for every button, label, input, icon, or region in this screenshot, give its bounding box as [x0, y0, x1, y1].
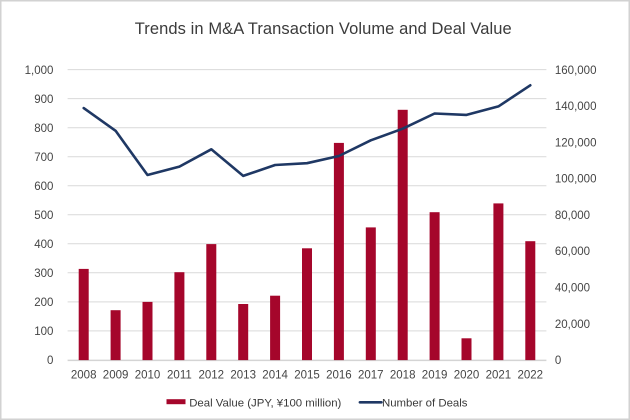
svg-text:0: 0 [47, 355, 53, 367]
svg-text:2009: 2009 [103, 369, 129, 381]
svg-text:2008: 2008 [71, 369, 97, 381]
svg-text:1,000: 1,000 [25, 65, 54, 77]
svg-text:80,000: 80,000 [555, 210, 590, 222]
svg-text:2019: 2019 [422, 369, 448, 381]
svg-text:100,000: 100,000 [555, 174, 597, 186]
svg-text:700: 700 [34, 152, 53, 164]
svg-text:2018: 2018 [390, 369, 416, 381]
svg-text:2022: 2022 [518, 369, 544, 381]
svg-text:100: 100 [34, 326, 53, 338]
svg-text:0: 0 [555, 355, 561, 367]
svg-text:140,000: 140,000 [555, 101, 597, 113]
svg-text:2014: 2014 [262, 369, 288, 381]
svg-text:120,000: 120,000 [555, 137, 597, 149]
svg-text:20,000: 20,000 [555, 319, 590, 331]
svg-text:600: 600 [34, 181, 53, 193]
svg-text:500: 500 [34, 210, 53, 222]
svg-text:Trends in M&A Transaction Volu: Trends in M&A Transaction Volume and Dea… [135, 20, 512, 38]
svg-text:200: 200 [34, 297, 53, 309]
svg-text:900: 900 [34, 94, 53, 106]
svg-text:2011: 2011 [167, 369, 192, 381]
svg-text:800: 800 [34, 123, 53, 135]
svg-text:60,000: 60,000 [555, 246, 590, 258]
svg-text:160,000: 160,000 [555, 65, 597, 77]
svg-text:2013: 2013 [230, 369, 256, 381]
svg-text:2021: 2021 [486, 369, 512, 381]
svg-text:2020: 2020 [454, 369, 480, 381]
svg-text:300: 300 [34, 268, 53, 280]
svg-text:Number of Deals: Number of Deals [382, 398, 468, 410]
svg-text:2015: 2015 [294, 369, 320, 381]
svg-text:400: 400 [34, 239, 53, 251]
svg-text:Deal Value (JPY, ¥100 million): Deal Value (JPY, ¥100 million) [189, 398, 341, 410]
svg-text:2010: 2010 [135, 369, 161, 381]
svg-text:2017: 2017 [358, 369, 384, 381]
svg-text:2012: 2012 [199, 369, 225, 381]
svg-text:2016: 2016 [326, 369, 352, 381]
svg-text:40,000: 40,000 [555, 283, 590, 295]
